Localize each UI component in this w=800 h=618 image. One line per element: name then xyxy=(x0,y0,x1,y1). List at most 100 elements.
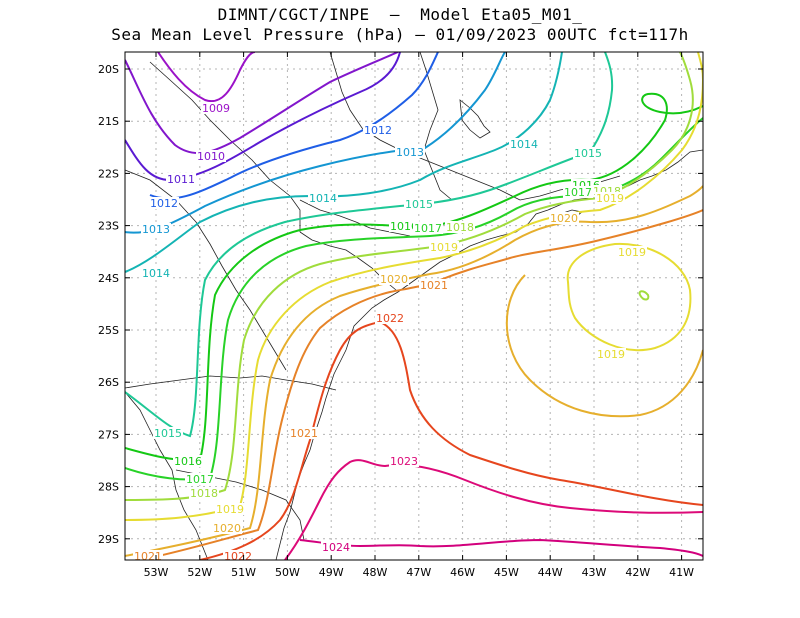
map-title-line2: Sea Mean Level Pressure (hPa) – 01/09/20… xyxy=(111,25,689,44)
isobar-1019 xyxy=(125,52,703,521)
isobar-label-bg xyxy=(573,147,603,159)
isobar-label-bg xyxy=(549,212,579,224)
isobar-label: 1017 xyxy=(564,186,592,199)
lat-tick-label: 28S xyxy=(98,481,119,494)
isobar-label-bg xyxy=(389,455,419,467)
isobar-label-bg xyxy=(289,427,319,439)
isobar-label: 1009 xyxy=(202,102,230,115)
lon-tick-label: 52W xyxy=(187,566,212,579)
lon-tick-label: 47W xyxy=(406,566,431,579)
lat-tick-label: 21S xyxy=(98,115,119,128)
lon-tick-label: 45W xyxy=(494,566,519,579)
isobar-label-bg xyxy=(141,223,171,235)
isobar-label: 1018 xyxy=(190,487,218,500)
lat-tick-label: 25S xyxy=(98,324,119,337)
isobar-label-bg xyxy=(185,473,215,485)
isobar-label-bg xyxy=(215,503,245,515)
isobar-1019 xyxy=(566,242,692,352)
isobar-label-bg xyxy=(563,186,593,198)
isobar-label-bg xyxy=(196,150,226,162)
isobar-1024 xyxy=(299,538,703,557)
lat-tick-label: 20S xyxy=(98,63,119,76)
isobar-label: 1019 xyxy=(596,192,624,205)
isobar-label: 1016 xyxy=(390,220,418,233)
isobar-label: 1018 xyxy=(446,221,474,234)
isobar-label-bg xyxy=(363,124,393,136)
isobar-label: 1020 xyxy=(550,212,578,225)
lon-tick-label: 44W xyxy=(538,566,563,579)
isobar-label-bg xyxy=(445,221,475,233)
isobar-label-bg xyxy=(509,138,539,150)
isobar-label: 1020 xyxy=(213,522,241,535)
isobar-label: 1021 xyxy=(420,279,448,292)
lon-tick-label: 53W xyxy=(144,566,169,579)
state-border-pr-sc xyxy=(125,375,337,391)
isobar-label-bg xyxy=(375,312,405,324)
isobar-1024 xyxy=(638,290,650,301)
isobar-label: 1023 xyxy=(390,455,418,468)
isobar-label-bg xyxy=(173,455,203,467)
isobar-label: 1014 xyxy=(510,138,538,151)
isobar-label: 1013 xyxy=(396,146,424,159)
isobar-label: 1015 xyxy=(405,198,433,211)
isobar-label: 1022 xyxy=(224,550,252,563)
border-paraguay xyxy=(125,169,287,371)
isobar-label: 1021 xyxy=(290,427,318,440)
lat-tick-label: 26S xyxy=(98,376,119,389)
isobar-1015 xyxy=(125,52,614,438)
isobar-1022 xyxy=(199,320,703,560)
lat-tick-label: 24S xyxy=(98,272,119,285)
isobar-1016 xyxy=(125,92,703,462)
isobar-label-bg xyxy=(308,192,338,204)
isobar-label-bg xyxy=(321,541,351,553)
isobar-label-bg xyxy=(212,522,242,534)
isobar-1020 xyxy=(125,185,703,557)
lon-tick-label: 50W xyxy=(275,566,300,579)
isobar-1021 xyxy=(139,209,703,560)
isobar-label: 1012 xyxy=(364,124,392,137)
isobar-label-bg xyxy=(379,273,409,285)
isobar-label-bg xyxy=(141,267,171,279)
coastline xyxy=(275,149,703,560)
isobar-label: 1010 xyxy=(197,150,225,163)
isobar-label-bg xyxy=(429,241,459,253)
isobar-label: 1015 xyxy=(574,147,602,160)
map-title-line1: DIMNT/CGCT/INPE – Model Eta05_M01_ xyxy=(217,5,583,24)
isobar-label-bg xyxy=(617,246,647,258)
lon-tick-label: 46W xyxy=(450,566,475,579)
isobar-1014 xyxy=(125,52,563,273)
border-mato-grosso-sul xyxy=(149,61,301,232)
isobar-label: 1019 xyxy=(216,503,244,516)
lon-tick-label: 41W xyxy=(669,566,694,579)
isobar-1010 xyxy=(125,52,399,154)
isobar-label: 1014 xyxy=(309,192,337,205)
isobar-label: 1012 xyxy=(150,197,178,210)
isobar-label-bg xyxy=(223,550,253,562)
border-argentina xyxy=(125,391,209,560)
isobar-label-bg xyxy=(201,102,231,114)
isobar-1011 xyxy=(125,52,401,182)
isobar-label-bg xyxy=(413,222,443,234)
isobar-label: 1011 xyxy=(167,173,195,186)
plot-frame xyxy=(124,51,704,561)
isobar-label-bg xyxy=(153,427,183,439)
isobar-label-bg xyxy=(419,279,449,291)
isobar-label: 1017 xyxy=(186,473,214,486)
isobar-label-bg xyxy=(389,220,419,232)
lon-tick-label: 49W xyxy=(319,566,344,579)
isobar-label: 1013 xyxy=(142,223,170,236)
lon-tick-label: 51W xyxy=(231,566,256,579)
isobar-1009 xyxy=(157,52,256,103)
isobar-label: 1021 xyxy=(134,550,162,563)
isobar-label: 1020 xyxy=(380,273,408,286)
axes: 20S 21S 22S 23S 24S 25S 26S 27S 28S 29S 53W 52W 51W 5… xyxy=(98,52,703,579)
isobar-label-bg xyxy=(395,146,425,158)
lon-tick-label: 48W xyxy=(363,566,388,579)
isobar-label: 1019 xyxy=(430,241,458,254)
isobar-label: 1015 xyxy=(154,427,182,440)
isobar-1012 xyxy=(149,52,439,200)
isobar-1013 xyxy=(125,52,506,234)
isobar-1020 xyxy=(505,274,703,418)
lat-tick-label: 29S xyxy=(98,533,119,546)
isobar-label-bg xyxy=(149,197,179,209)
